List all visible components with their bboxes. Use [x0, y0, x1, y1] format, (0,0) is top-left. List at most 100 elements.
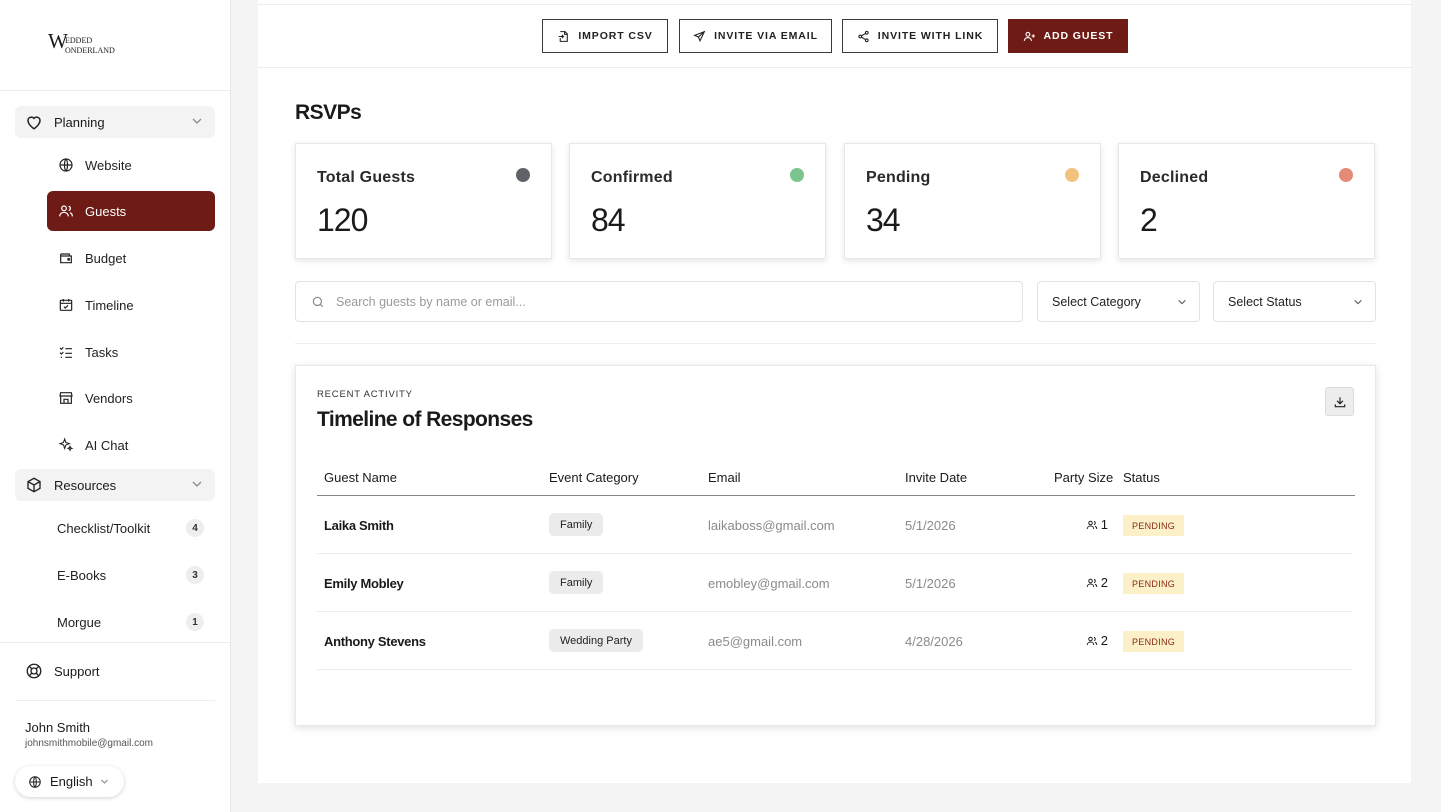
- sidebar-item-label: Guests: [85, 203, 127, 219]
- chevron-down-icon: [100, 779, 108, 784]
- chevron-down-icon: [1178, 299, 1186, 305]
- guest-name: Laika Smith: [324, 518, 394, 533]
- party-size-value: 1: [1100, 517, 1108, 532]
- status-dot: [1065, 168, 1079, 182]
- send-icon: [693, 30, 706, 42]
- brand-logo[interactable]: W EDDED ONDERLAND: [48, 30, 132, 62]
- sidebar-item-checklist[interactable]: Checklist/Toolkit 4: [47, 511, 215, 545]
- support-label: Support: [54, 663, 100, 679]
- sidebar-item-label: Vendors: [85, 390, 133, 406]
- sparkles-icon: [57, 436, 75, 454]
- lifebuoy-icon: [26, 663, 42, 679]
- column-header[interactable]: Status: [1123, 470, 1160, 485]
- stat-label: Declined: [1140, 169, 1209, 186]
- status-dot: [516, 168, 530, 182]
- guest-email: laikaboss@gmail.com: [708, 518, 835, 533]
- stat-value: 2: [1140, 202, 1158, 238]
- download-button[interactable]: [1325, 387, 1354, 416]
- stat-value: 120: [317, 202, 368, 238]
- category-tag: Family: [549, 513, 604, 536]
- sidebar-item-tasks[interactable]: Tasks: [47, 332, 215, 372]
- user-name: John Smith: [25, 720, 91, 735]
- select-value: Select Category: [1052, 294, 1141, 309]
- globe-icon: [29, 775, 41, 788]
- party-size: 2: [1086, 633, 1108, 648]
- divider: [295, 343, 1376, 344]
- stat-card-confirmed: Confirmed 84: [569, 143, 826, 259]
- count-badge: 1: [186, 613, 204, 631]
- guest-email: ae5@gmail.com: [708, 634, 803, 649]
- sidebar-item-guests[interactable]: Guests: [47, 191, 215, 231]
- category-tag: Wedding Party: [549, 629, 643, 652]
- sidebar: W EDDED ONDERLAND Planning Website Guest…: [0, 0, 231, 812]
- divider: [258, 67, 1411, 68]
- section-title: Timeline of Responses: [317, 408, 533, 431]
- invite-date: 5/1/2026: [905, 576, 956, 591]
- sidebar-item-ai-chat[interactable]: AI Chat: [47, 425, 215, 465]
- calendar-check-icon: [57, 296, 75, 314]
- language-label: English: [50, 774, 93, 789]
- status-dot: [1339, 168, 1353, 182]
- count-badge: 3: [186, 566, 204, 584]
- sidebar-item-vendors[interactable]: Vendors: [47, 378, 215, 418]
- sidebar-item-morgue[interactable]: Morgue 1: [47, 605, 215, 639]
- guest-email: emobley@gmail.com: [708, 576, 830, 591]
- stat-value: 84: [591, 202, 626, 238]
- button-label: INVITE WITH LINK: [877, 30, 984, 42]
- chevron-down-icon: [1354, 299, 1362, 305]
- guest-name: Emily Mobley: [324, 576, 404, 591]
- add-guest-button[interactable]: ADD GUEST: [1008, 19, 1128, 53]
- sidebar-item-label: AI Chat: [85, 437, 129, 453]
- table-row[interactable]: Laika Smith Family laikaboss@gmail.com 5…: [317, 496, 1353, 554]
- party-size-value: 2: [1100, 633, 1108, 648]
- heart-icon: [25, 113, 43, 131]
- import-csv-button[interactable]: IMPORT CSV: [542, 19, 668, 53]
- sidebar-item-label: E-Books: [57, 567, 107, 583]
- search-input[interactable]: [336, 294, 956, 309]
- share-icon: [858, 30, 869, 42]
- search-icon: [312, 296, 324, 307]
- category-tag: Family: [549, 571, 604, 594]
- column-header[interactable]: Email: [708, 470, 741, 485]
- status-badge: PENDING: [1123, 631, 1185, 652]
- invite-with-link-button[interactable]: INVITE WITH LINK: [842, 19, 998, 53]
- category-select[interactable]: Select Category: [1037, 281, 1200, 322]
- count-badge: 4: [186, 519, 204, 537]
- globe-icon: [57, 156, 75, 174]
- support-link[interactable]: Support: [25, 662, 100, 680]
- table-row[interactable]: Emily Mobley Family emobley@gmail.com 5/…: [317, 554, 1353, 612]
- users-icon: [1086, 636, 1098, 645]
- svg-text:W: W: [48, 30, 68, 53]
- sidebar-item-timeline[interactable]: Timeline: [47, 285, 215, 325]
- column-header[interactable]: Guest Name: [324, 470, 397, 485]
- sidebar-item-label: Tasks: [85, 344, 119, 360]
- chevron-down-icon: [192, 118, 202, 124]
- language-selector[interactable]: English: [15, 766, 124, 797]
- sidebar-item-label: Checklist/Toolkit: [57, 520, 151, 536]
- table-row[interactable]: Anthony Stevens Wedding Party ae5@gmail.…: [317, 612, 1353, 670]
- divider: [0, 642, 230, 643]
- sidebar-item-budget[interactable]: Budget: [47, 238, 215, 278]
- chevron-down-icon: [192, 481, 202, 487]
- main-panel: IMPORT CSV INVITE VIA EMAIL INVITE WITH …: [258, 0, 1411, 783]
- users-icon: [1086, 520, 1098, 529]
- stat-value: 34: [866, 202, 901, 238]
- sidebar-item-label: Morgue: [57, 614, 102, 630]
- sidebar-item-label: Timeline: [85, 297, 134, 313]
- invite-via-email-button[interactable]: INVITE VIA EMAIL: [679, 19, 832, 53]
- divider: [0, 90, 230, 91]
- nav-group-resources[interactable]: Resources: [15, 469, 215, 501]
- page-title: RSVPs: [295, 101, 362, 124]
- select-value: Select Status: [1228, 294, 1302, 309]
- column-header[interactable]: Invite Date: [905, 470, 968, 485]
- sidebar-item-ebooks[interactable]: E-Books 3: [47, 558, 215, 592]
- stat-label: Confirmed: [591, 169, 673, 186]
- guest-name: Anthony Stevens: [324, 634, 426, 649]
- status-select[interactable]: Select Status: [1213, 281, 1376, 322]
- nav-group-planning[interactable]: Planning: [15, 106, 215, 138]
- column-header[interactable]: Event Category: [549, 470, 639, 485]
- sidebar-item-website[interactable]: Website: [47, 145, 215, 185]
- button-label: IMPORT CSV: [578, 30, 653, 42]
- invite-date: 5/1/2026: [905, 518, 956, 533]
- column-header[interactable]: Party Size: [1054, 470, 1114, 485]
